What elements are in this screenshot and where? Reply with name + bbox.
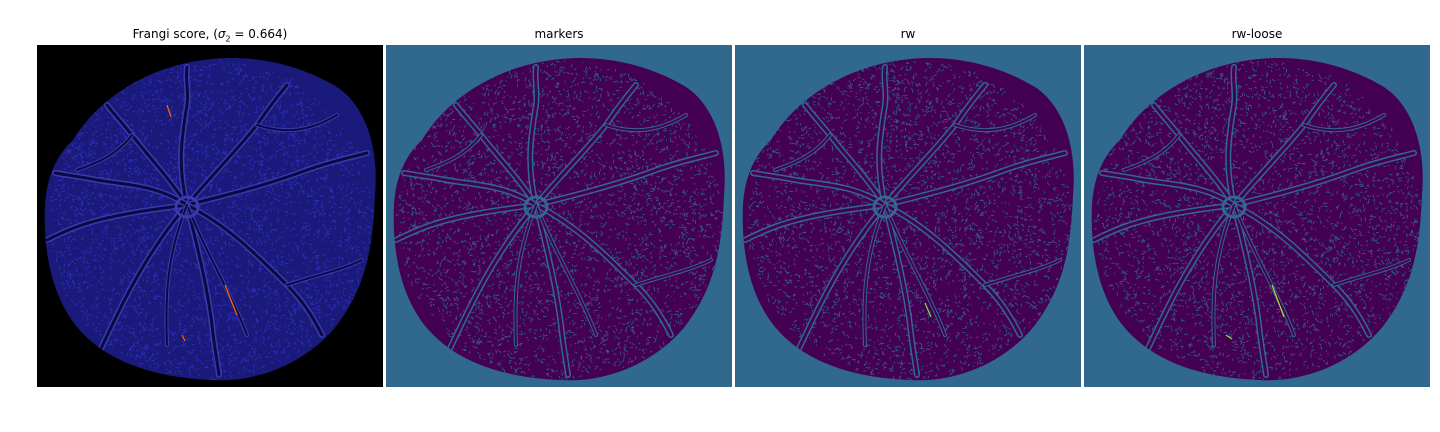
markers-image-panel: [386, 45, 732, 387]
markers-image: [386, 45, 732, 387]
frangi-image: [37, 45, 383, 387]
rw-loose-image: [1084, 45, 1430, 387]
rw-image: [735, 45, 1081, 387]
panel-title-markers: markers: [386, 27, 732, 41]
panel-title-rw: rw: [735, 27, 1081, 41]
rw-image-panel: [735, 45, 1081, 387]
frangi-image-panel: [37, 45, 383, 387]
panel-title-rw-loose: rw-loose: [1084, 27, 1430, 41]
frangi-title-value: = 0.664): [231, 27, 288, 41]
frangi-title-text: Frangi score, (: [133, 27, 218, 41]
frangi-title-sigma: σ: [218, 27, 226, 41]
rw-loose-image-panel: [1084, 45, 1430, 387]
panel-title-frangi: Frangi score, (σ2 = 0.664): [37, 27, 383, 43]
